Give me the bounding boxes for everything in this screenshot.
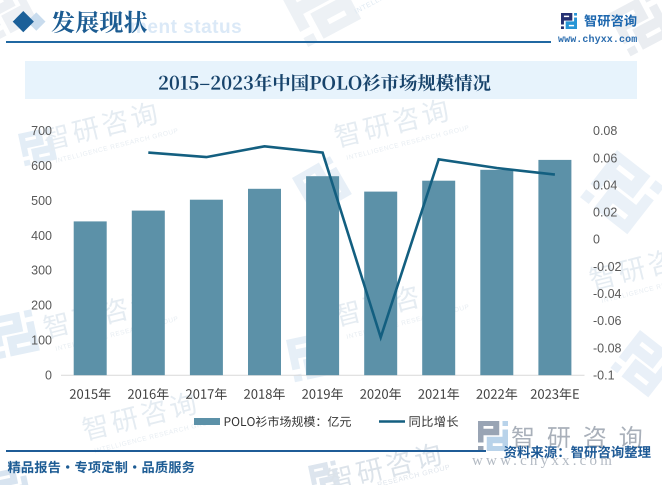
svg-text:0: 0 [45, 368, 52, 382]
svg-text:-0.02: -0.02 [593, 260, 622, 274]
svg-text:-0.04: -0.04 [593, 287, 622, 301]
svg-text:200: 200 [31, 299, 52, 313]
svg-text:700: 700 [31, 124, 52, 138]
svg-text:0.06: 0.06 [593, 151, 617, 165]
svg-text:0.08: 0.08 [593, 124, 617, 138]
svg-text:-0.1: -0.1 [593, 368, 615, 382]
svg-text:300: 300 [31, 264, 52, 278]
svg-text:100: 100 [31, 334, 52, 348]
svg-text:-0.08: -0.08 [593, 341, 622, 355]
svg-text:0.02: 0.02 [593, 206, 617, 220]
svg-text:600: 600 [31, 159, 52, 173]
svg-text:0: 0 [593, 233, 600, 247]
svg-text:0.04: 0.04 [593, 179, 617, 193]
svg-text:400: 400 [31, 229, 52, 243]
svg-text:-0.06: -0.06 [593, 314, 622, 328]
svg-text:500: 500 [31, 194, 52, 208]
